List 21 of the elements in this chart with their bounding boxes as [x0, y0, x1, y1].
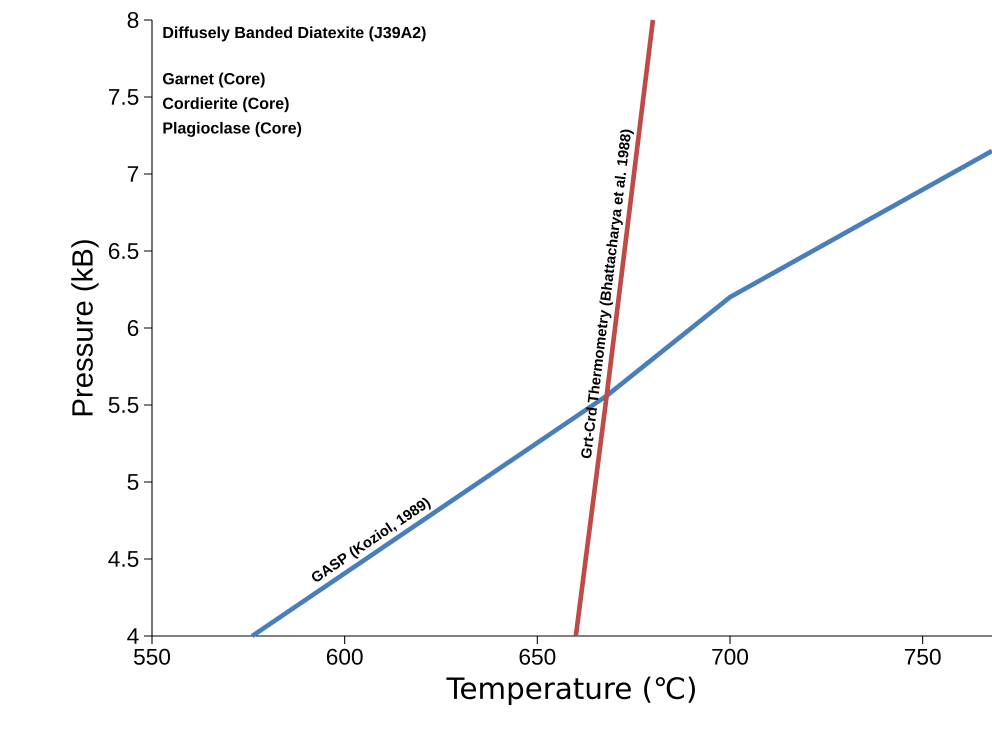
- annotation: Garnet (Core): [162, 72, 265, 88]
- y-tick-label: 4: [127, 628, 139, 644]
- x-tick-label: 650: [520, 648, 556, 665]
- x-tick-label: 750: [904, 648, 941, 665]
- y-tick-label: 7: [128, 166, 138, 182]
- y-tick-label: 6: [128, 320, 138, 336]
- y-tick-label: 5: [128, 474, 138, 490]
- y-tick-label: 6.5: [108, 242, 138, 260]
- y-tick-label: 7.5: [108, 89, 138, 105]
- y-tick-label: 4.5: [108, 551, 138, 567]
- y-tick-label: 8: [128, 12, 138, 28]
- annotation: Cordierite (Core): [162, 97, 289, 112]
- text: Grt-Crd Thermometry (Bhattacharya et al. 1988): [581, 130, 634, 458]
- x-tick-label: 600: [326, 648, 363, 665]
- y-tick-label: 5.5: [108, 397, 138, 413]
- x-tick-label: 550: [134, 648, 170, 665]
- annotation: Plagioclase (Core): [163, 122, 302, 137]
- chart-title: Diffusely Banded Diatexite (J39A2): [163, 26, 426, 42]
- x-tick-label: 700: [712, 648, 748, 665]
- x-axis-title: Temperature (℃): [446, 676, 695, 705]
- y-axis-title: Pressure (kB): [71, 240, 99, 416]
